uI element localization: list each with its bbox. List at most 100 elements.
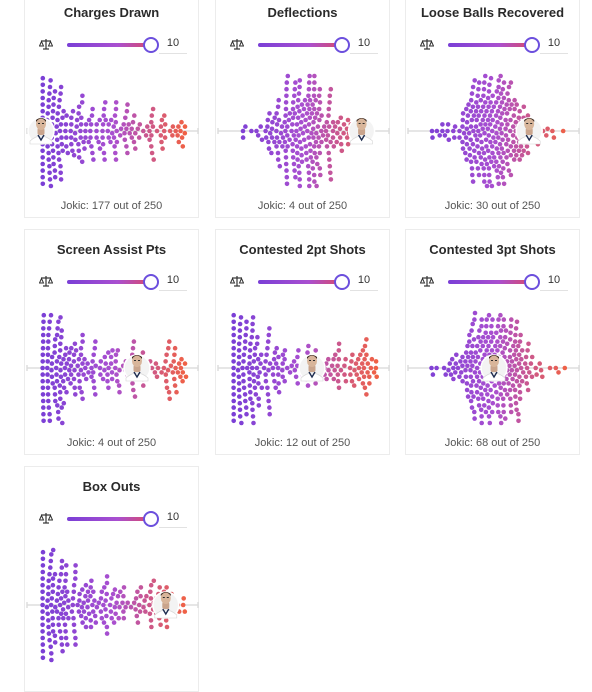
player-dot[interactable] [252, 352, 258, 358]
player-dot[interactable] [476, 403, 482, 408]
player-dot[interactable] [284, 93, 289, 99]
player-dot[interactable] [467, 146, 472, 151]
player-dot[interactable] [516, 352, 522, 358]
player-dot[interactable] [465, 354, 471, 360]
player-dot[interactable] [252, 385, 258, 391]
player-dot[interactable] [483, 137, 489, 143]
player-dot[interactable] [71, 352, 77, 358]
player-dot[interactable] [64, 144, 69, 149]
player-dot[interactable] [266, 146, 272, 151]
player-dot[interactable] [59, 642, 65, 647]
player-dot[interactable] [254, 128, 259, 134]
player-dot[interactable] [328, 372, 333, 377]
player-dot[interactable] [50, 629, 56, 634]
player-dot[interactable] [473, 350, 478, 355]
player-dot[interactable] [483, 100, 488, 105]
player-dot[interactable] [250, 328, 255, 333]
player-dot[interactable] [248, 389, 253, 395]
player-dot[interactable] [138, 585, 144, 590]
player-dot[interactable] [69, 345, 74, 351]
player-dot[interactable] [46, 326, 52, 331]
player-dot[interactable] [344, 135, 350, 140]
player-dot[interactable] [283, 113, 288, 118]
player-dot[interactable] [293, 137, 298, 143]
player-dot[interactable] [63, 571, 69, 577]
player-dot[interactable] [255, 133, 261, 138]
weight-slider[interactable] [448, 280, 532, 284]
player-dot[interactable] [511, 148, 517, 154]
player-dot[interactable] [276, 354, 281, 360]
player-dot[interactable] [294, 144, 300, 149]
player-dot[interactable] [295, 150, 300, 156]
player-dot[interactable] [45, 345, 51, 351]
player-dot[interactable] [297, 84, 302, 90]
player-dot[interactable] [500, 339, 506, 344]
player-dot[interactable] [247, 383, 253, 388]
player-dot[interactable] [110, 348, 115, 353]
player-dot[interactable] [286, 117, 292, 123]
player-dot[interactable] [109, 615, 114, 621]
player-dot[interactable] [270, 365, 276, 371]
player-dot[interactable] [75, 602, 80, 608]
player-dot[interactable] [49, 354, 55, 360]
player-dot[interactable] [54, 372, 59, 377]
player-dot[interactable] [76, 148, 82, 154]
player-dot[interactable] [326, 356, 331, 362]
player-dot[interactable] [472, 416, 477, 421]
player-dot[interactable] [295, 97, 301, 103]
player-dot[interactable] [164, 385, 170, 391]
player-dot[interactable] [274, 345, 279, 351]
player-dot[interactable] [231, 365, 236, 371]
player-dot[interactable] [475, 166, 481, 171]
player-dot[interactable] [81, 372, 86, 377]
player-dot[interactable] [251, 359, 257, 364]
player-dot[interactable] [480, 126, 485, 132]
player-dot[interactable] [519, 348, 525, 353]
player-dot[interactable] [476, 172, 482, 178]
player-dot[interactable] [112, 587, 118, 592]
player-dot[interactable] [310, 126, 316, 132]
player-dot[interactable] [179, 135, 185, 140]
player-dot[interactable] [176, 139, 182, 145]
player-dot[interactable] [471, 128, 476, 134]
player-dot[interactable] [78, 122, 84, 127]
player-dot[interactable] [499, 130, 504, 136]
player-dot[interactable] [312, 73, 317, 79]
player-dot[interactable] [46, 618, 51, 623]
player-dot[interactable] [473, 124, 479, 129]
player-dot[interactable] [40, 365, 45, 371]
player-dot[interactable] [89, 578, 94, 584]
player-dot[interactable] [167, 396, 172, 402]
player-dot[interactable] [556, 370, 561, 375]
player-dot[interactable] [510, 383, 516, 388]
player-dot[interactable] [486, 414, 492, 419]
player-dot[interactable] [476, 334, 481, 340]
player-dot[interactable] [103, 117, 108, 123]
player-dot[interactable] [98, 359, 104, 364]
player-dot[interactable] [248, 396, 253, 402]
player-dot[interactable] [240, 128, 246, 134]
player-dot[interactable] [276, 97, 281, 103]
player-dot[interactable] [255, 356, 261, 362]
player-dot[interactable] [501, 403, 506, 408]
player-dot[interactable] [113, 611, 118, 617]
player-dot[interactable] [243, 398, 248, 404]
player-dot[interactable] [489, 409, 495, 415]
player-dot[interactable] [470, 354, 476, 360]
player-dot[interactable] [40, 82, 46, 88]
player-dot[interactable] [335, 378, 341, 384]
player-dot[interactable] [76, 111, 81, 116]
player-dot[interactable] [336, 385, 342, 391]
player-dot[interactable] [93, 620, 99, 625]
player-dot[interactable] [352, 367, 357, 373]
player-dot[interactable] [144, 593, 149, 599]
player-dot[interactable] [149, 119, 154, 125]
player-dot[interactable] [100, 122, 106, 127]
player-dot[interactable] [306, 177, 312, 182]
player-dot[interactable] [45, 372, 50, 377]
player-dot[interactable] [150, 106, 156, 112]
player-dot[interactable] [292, 93, 297, 99]
player-dot[interactable] [336, 348, 342, 353]
player-dot[interactable] [272, 115, 277, 121]
player-dot[interactable] [480, 117, 486, 123]
